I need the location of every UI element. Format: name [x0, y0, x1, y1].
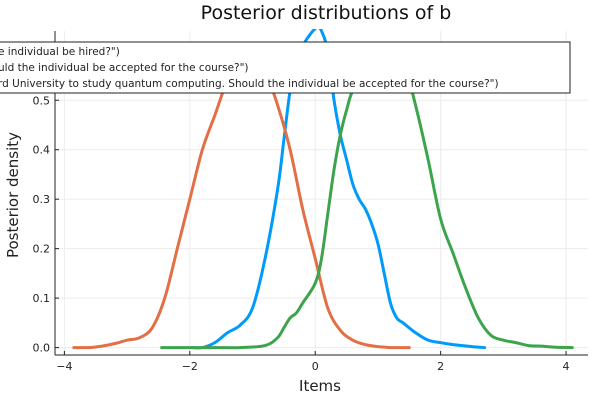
tick-labels: −4 −2 0 2 4 0.0 0.1 0.2 0.3 0.4 0.5 [33, 94, 570, 373]
series-line-0 [191, 29, 487, 350]
y-tick-label-2: 0.2 [33, 243, 51, 256]
y-tick-label-4: 0.4 [33, 144, 51, 157]
chart-title: Posterior distributions of b [201, 2, 452, 24]
y-axis-label: Posterior density [4, 132, 22, 258]
x-axis-label: Items [299, 377, 341, 395]
x-tick-label-2: 0 [312, 360, 319, 373]
legend-box [0, 41, 571, 94]
y-tick-label-3: 0.3 [33, 193, 51, 206]
legend-entry-2: rd University to study quantum computing… [0, 78, 499, 90]
y-tick-label-5: 0.5 [33, 94, 51, 107]
x-tick-label-4: 4 [563, 360, 570, 373]
legend-entry-1: uld the individual be accepted for the c… [0, 62, 249, 74]
y-tick-label-0: 0.0 [33, 342, 51, 355]
x-tick-label-3: 2 [437, 360, 444, 373]
x-tick-label-0: −4 [56, 360, 72, 373]
x-tick-label-1: −2 [182, 360, 198, 373]
legend: e individual be hired?") uld the individu… [0, 41, 571, 94]
y-tick-label-1: 0.1 [33, 292, 51, 305]
legend-entry-0: e individual be hired?") [0, 46, 120, 58]
